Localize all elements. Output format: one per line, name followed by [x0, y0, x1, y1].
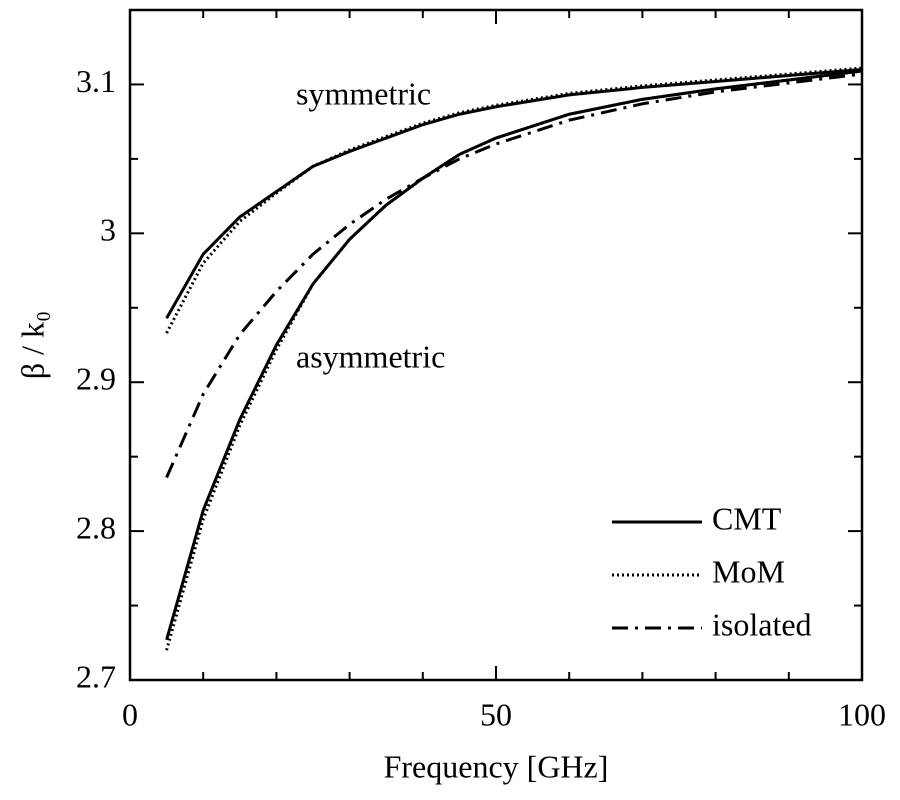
- y-tick-label: 3: [100, 212, 116, 248]
- series-line: [165, 68, 863, 319]
- series-line: [165, 69, 863, 641]
- x-tick-label: 100: [838, 696, 886, 732]
- x-tick-label: 50: [480, 696, 512, 732]
- x-tick-label: 0: [122, 696, 138, 732]
- legend-label: isolated: [712, 606, 812, 642]
- x-axis-label: Frequency [GHz]: [384, 748, 609, 784]
- legend-label: CMT: [712, 500, 782, 536]
- annotation: symmetric: [296, 75, 431, 111]
- y-tick-label: 2.9: [76, 361, 116, 397]
- y-tick-label: 2.7: [76, 658, 116, 694]
- annotation: asymmetric: [296, 338, 445, 374]
- legend-label: MoM: [712, 553, 785, 589]
- series-line: [165, 66, 863, 334]
- series-line: [165, 72, 863, 479]
- y-tick-label: 2.8: [76, 509, 116, 545]
- y-tick-label: 3.1: [76, 63, 116, 99]
- y-axis-label: β / k₀: [14, 311, 50, 379]
